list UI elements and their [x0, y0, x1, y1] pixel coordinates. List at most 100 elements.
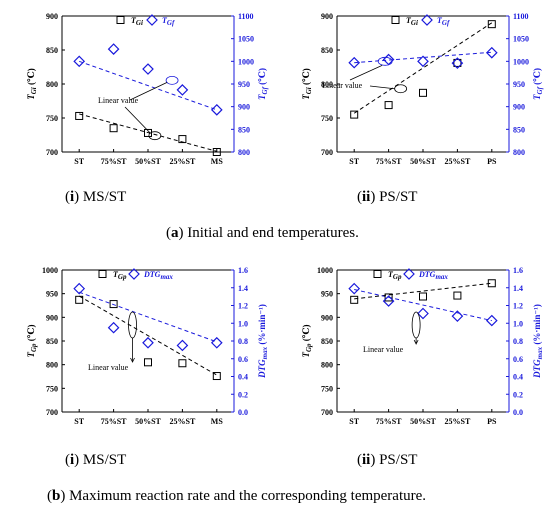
c2-square-marker [212, 372, 221, 381]
c1-ylabel: TGi (℃) [301, 68, 313, 100]
c2-legend-label-1: TGp [113, 270, 127, 281]
c2-diamond-marker [210, 336, 223, 349]
c1-ytick-right-label: 1100 [513, 12, 529, 21]
c3-ytick-right-label: 0.6 [513, 355, 523, 364]
c1-trendline-right [354, 51, 492, 64]
c0-xtick-label: ST [74, 157, 84, 166]
c1-annotation-arrow-1 [369, 85, 395, 90]
c1-xtick-label: 50%ST [410, 157, 436, 166]
c3-square-marker [453, 291, 462, 300]
c3-diamond-marker [348, 282, 361, 295]
c3-legend-label-2-sub: max [435, 273, 448, 281]
c3-xtick-label: 50%ST [410, 417, 436, 426]
c2-ylabel: TGp (℃) [26, 324, 38, 357]
c3-ylabel-right-unit: (%·min⁻¹) [532, 304, 542, 347]
c1-legend-label-1-main: T [406, 16, 412, 25]
c2-ylabel-unit: (℃) [26, 324, 36, 343]
c3-ylabel-right-sub: max [536, 346, 544, 359]
c0-diamond-marker [210, 103, 223, 116]
c2-ylabel-right-main: DTG [257, 359, 267, 379]
c2-diamond-marker [142, 336, 154, 349]
c1-diamond-marker [348, 56, 361, 69]
c1-annotation-arrow-2 [349, 64, 383, 81]
c0-ytick-label: 750 [46, 114, 58, 123]
c0-diamond-marker [73, 55, 86, 68]
caption-b-i: (i) MS/ST [65, 452, 127, 468]
chart-b-ii: 700 750 800 850 900 950 1000 0.0 0.2 0.4 0.6 0.8 1.0… [301, 266, 544, 426]
c2-diamond-marker [73, 282, 86, 295]
c3-annotation: Linear value [363, 345, 404, 354]
c1-legend-label-2-sub: Gf [442, 19, 450, 27]
c3-ytick-right-label: 0.0 [513, 408, 523, 417]
c2-trendline-left [78, 295, 218, 376]
c1-ylabel-right-unit: (℃) [532, 68, 542, 87]
c1-square-marker [487, 20, 496, 29]
c1-diamond-marker [451, 57, 464, 69]
c0-ytick-label: 850 [46, 46, 58, 55]
c1-ytick-right-label: 950 [513, 80, 525, 89]
c3-ytick-right-label: 0.8 [513, 337, 523, 346]
c2-ytick-label: 700 [46, 408, 58, 417]
c1-xtick-label: 75%ST [376, 157, 402, 166]
c3-xtick-label: 75%ST [376, 417, 402, 426]
c0-ytick-right-label: 1100 [238, 12, 254, 21]
c1-legend-square [391, 16, 400, 24]
c1-ylabel-right-main: T [532, 94, 542, 100]
caption-a-i: (i) MS/ST [65, 189, 127, 205]
c3-ylabel-right-main: DTG [532, 359, 542, 379]
c0-ytick-right-label: 800 [238, 148, 250, 157]
c0-legend-label-2-sub: Gf [167, 19, 175, 27]
c0-square-marker [212, 148, 221, 156]
c2-ytick-right-label: 1.2 [238, 302, 248, 311]
c3-diamond-marker [485, 314, 498, 327]
c1-ylabel-right-sub: Gf [536, 86, 544, 94]
c0-ytick-label: 900 [46, 12, 58, 21]
c2-square-marker [109, 300, 118, 309]
c3-ytick-right-label: 0.2 [513, 390, 523, 399]
c1-annotation: Linear value [322, 81, 363, 90]
c0-square-marker [178, 135, 187, 144]
c1-square-marker [419, 88, 427, 97]
c3-ytick-label: 950 [321, 290, 333, 299]
c1-ytick-label: 800 [321, 80, 333, 89]
c2-ylabel-right-sub: max [261, 346, 269, 359]
c2-ytick-right-label: 1.4 [238, 284, 248, 293]
c3-ylabel-sub: Gp [305, 343, 313, 352]
c3-ytick-right-label: 1.2 [513, 302, 523, 311]
c0-ylabel-unit: (℃) [26, 68, 36, 87]
c0-diamond-marker [107, 43, 120, 55]
c3-diamond-marker [417, 307, 429, 320]
c0-legend-square [116, 16, 125, 24]
c3-ytick-right-label: 1.0 [513, 319, 523, 328]
c1-ytick-label: 700 [321, 148, 333, 157]
c0-square-marker [109, 124, 118, 133]
c0-legend-label-1-main: T [131, 16, 137, 25]
c1-diamond-marker [485, 46, 498, 59]
c2-diamond-marker [176, 339, 189, 352]
c1-ytick-right-label: 1000 [513, 57, 529, 66]
c3-diamond-marker [382, 295, 395, 307]
c3-xtick-label: PS [487, 417, 497, 426]
c1-ytick-label: 900 [321, 12, 333, 21]
c2-diamond-marker [107, 321, 120, 334]
c0-annotation-ellipse-1 [148, 131, 162, 141]
c3-ytick-right-label: 1.4 [513, 284, 523, 293]
c0-xtick-label: 25%ST [170, 157, 196, 166]
c0-trendline-right [79, 60, 217, 111]
chart-a-ii: 700 750 800 850 900 800 850 900 950 1000 1050 1100 S… [301, 12, 544, 166]
c3-trendline-right [354, 289, 492, 322]
c3-ylabel-unit: (℃) [301, 324, 311, 343]
caption-b-ii: (ii) PS/ST [357, 452, 418, 468]
c1-legend-label-1-sub: Gi [411, 19, 418, 27]
c2-ylabel-sub: Gp [30, 343, 38, 352]
c1-ytick-right-label: 800 [513, 148, 525, 157]
c3-ytick-label: 750 [321, 384, 333, 393]
c0-legend-label-2-main: T [162, 16, 168, 25]
c0-diamond-marker [142, 63, 154, 75]
c2-ytick-label: 1000 [42, 266, 58, 275]
c1-ytick-label: 750 [321, 114, 333, 123]
c0-ylabel-right: TGf (℃) [257, 68, 269, 100]
c2-ytick-label: 900 [46, 313, 58, 322]
c3-ytick-label: 900 [321, 313, 333, 322]
c1-legend-label-2-main: T [437, 16, 443, 25]
